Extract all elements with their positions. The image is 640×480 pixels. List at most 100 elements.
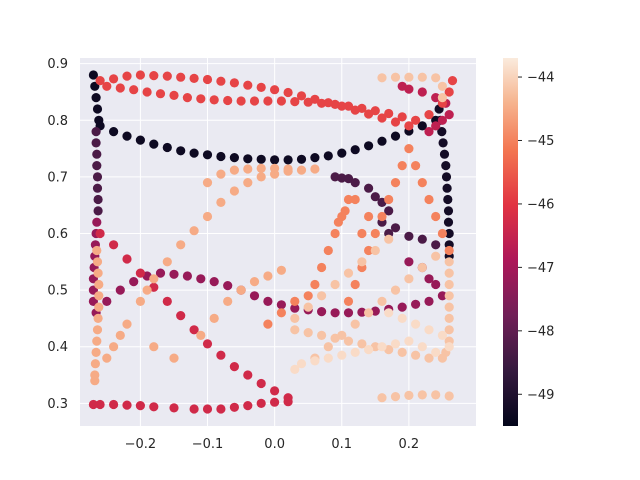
data-point (162, 257, 172, 267)
data-point (276, 300, 286, 310)
data-point (270, 85, 280, 95)
data-point (370, 228, 380, 239)
data-point (437, 353, 447, 363)
data-point (149, 274, 159, 284)
data-point (340, 206, 350, 216)
data-point (94, 279, 104, 290)
data-point (444, 245, 454, 256)
data-point (102, 353, 112, 363)
data-point (377, 73, 387, 83)
data-point (364, 211, 374, 222)
data-point (323, 245, 333, 256)
data-point (343, 336, 354, 346)
data-point (249, 96, 260, 106)
data-point (337, 350, 347, 360)
data-point (437, 93, 447, 103)
data-point (442, 183, 452, 193)
data-point (417, 390, 427, 400)
data-point (216, 169, 226, 179)
data-point (404, 336, 414, 346)
data-point (243, 178, 253, 188)
data-point (296, 154, 307, 164)
data-point (417, 234, 427, 244)
y-tick-label: 0.8 (47, 114, 68, 129)
data-point (390, 72, 401, 82)
data-point (424, 274, 434, 284)
data-point (417, 262, 427, 273)
data-point (256, 163, 266, 173)
data-point (93, 268, 103, 278)
data-point (162, 71, 172, 81)
data-point (411, 161, 421, 171)
data-point (93, 194, 103, 205)
data-point (135, 70, 145, 80)
data-point (444, 268, 454, 278)
data-point (444, 228, 454, 239)
data-point (90, 376, 100, 386)
data-point (223, 296, 233, 306)
data-point (377, 136, 387, 146)
data-point (169, 90, 179, 100)
data-point (256, 378, 266, 389)
data-point (390, 178, 401, 188)
data-point (216, 197, 226, 207)
data-point (270, 386, 280, 396)
data-point (149, 71, 159, 81)
data-point (155, 89, 166, 99)
data-point (364, 141, 374, 151)
data-point (249, 291, 260, 301)
data-point (404, 231, 414, 241)
data-point (229, 402, 239, 412)
data-point (249, 277, 260, 287)
data-point (424, 110, 434, 120)
data-point (109, 127, 119, 137)
data-point (216, 404, 226, 414)
data-point (92, 183, 103, 193)
data-point (404, 72, 414, 82)
data-point (176, 240, 186, 250)
data-point (310, 279, 320, 290)
data-point (444, 325, 454, 335)
data-point (283, 164, 293, 174)
data-point (202, 178, 213, 188)
data-point (93, 313, 103, 323)
data-point (411, 319, 421, 329)
data-point (109, 74, 119, 84)
data-point (317, 291, 327, 301)
data-point (431, 93, 441, 103)
data-point (229, 186, 239, 196)
data-point (95, 76, 105, 86)
data-point (149, 402, 159, 412)
data-point (88, 70, 98, 80)
data-point (404, 274, 414, 284)
data-point (91, 138, 101, 148)
data-point (223, 281, 233, 291)
y-axis-ticks: 0.3 0.4 0.5 0.6 0.7 0.8 0.9 (47, 57, 68, 412)
data-point (122, 131, 132, 141)
data-point (209, 313, 219, 323)
data-point (102, 296, 112, 306)
data-point (92, 149, 102, 159)
data-point (330, 333, 340, 343)
data-point (343, 268, 354, 278)
data-point (202, 74, 213, 85)
data-point (296, 91, 307, 101)
data-point (290, 296, 300, 306)
data-point (441, 161, 451, 171)
data-point (397, 112, 407, 122)
data-point (263, 319, 273, 329)
data-point (189, 404, 199, 414)
data-point (263, 296, 273, 306)
data-point (202, 211, 213, 222)
data-point (317, 307, 327, 317)
data-point (303, 97, 313, 107)
data-point (209, 277, 219, 287)
data-point (424, 127, 434, 137)
data-point (350, 319, 360, 329)
data-point (176, 311, 186, 321)
data-point (283, 155, 293, 165)
data-point (333, 217, 343, 227)
data-point (443, 194, 453, 205)
data-point (404, 144, 414, 154)
data-point (129, 85, 139, 95)
